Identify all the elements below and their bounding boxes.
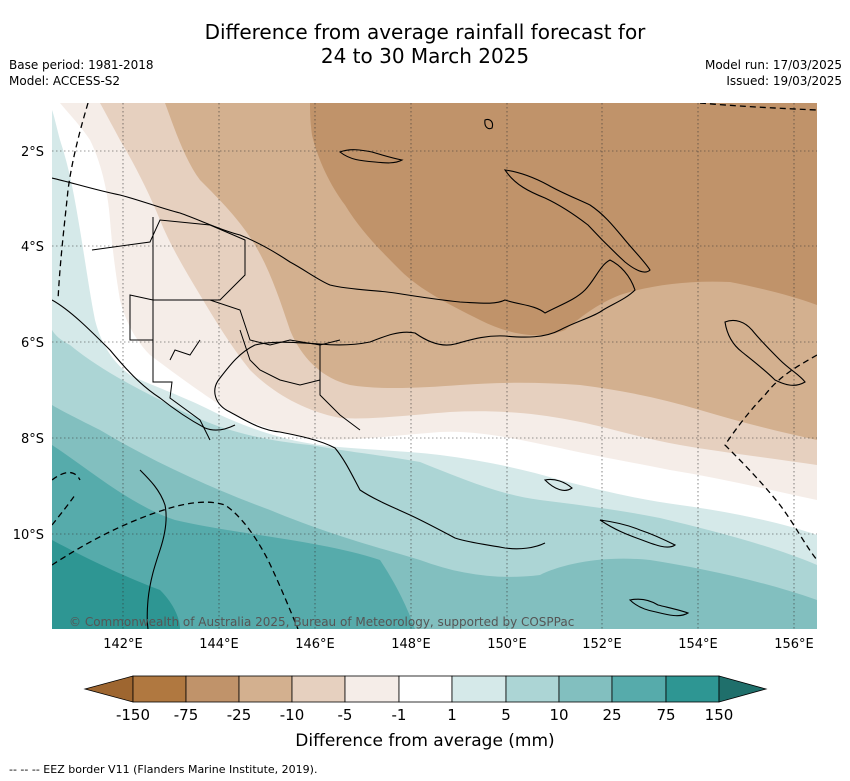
eez-line-south <box>52 501 299 629</box>
colorbar-tick-10: 10 <box>549 706 568 724</box>
eez-footnote: -- -- -- EEZ border V11 (Flanders Marine… <box>9 763 318 776</box>
band-p5-10 <box>52 103 817 600</box>
lon-label-146e: 146°E <box>295 637 335 652</box>
colorbar-tick-150: 150 <box>705 706 734 724</box>
lon-label-152e: 152°E <box>582 637 622 652</box>
band-p10-25 <box>52 103 817 629</box>
eez-line-west-sw <box>52 494 76 526</box>
colorbar-bin-neg5-neg1 <box>344 675 400 703</box>
colorbar-tick-neg10: -10 <box>280 706 305 724</box>
papua-south-coast <box>52 299 236 431</box>
lon-label-148e: 148°E <box>391 637 431 652</box>
province-border-4 <box>169 339 201 361</box>
cape-york-coastline <box>139 469 167 629</box>
new-britain-coastline <box>724 319 806 386</box>
colorbar-tick-neg1: -1 <box>392 706 407 724</box>
title-line-1: Difference from average rainfall forecas… <box>204 20 646 44</box>
colorbar-bin-neg10-neg5 <box>291 675 346 703</box>
map-frame <box>52 103 817 629</box>
lon-label-150e: 150°E <box>487 637 527 652</box>
copyright-text: © Commonwealth of Australia 2025, Bureau… <box>69 615 574 629</box>
colorbar-arrow-right <box>718 675 768 703</box>
lat-label-10s: 10°S <box>13 528 44 543</box>
lat-label-8s: 8°S <box>21 432 44 447</box>
band-neg5-neg1 <box>52 103 817 500</box>
colorbar <box>83 675 768 703</box>
manus-island-coastline <box>338 149 404 164</box>
longitude-labels: 142°E 144°E 146°E 148°E 150°E 152°E 154°… <box>103 637 814 652</box>
provincial-borders <box>91 217 361 441</box>
province-border-3 <box>175 299 341 346</box>
province-border-5 <box>239 329 321 386</box>
map-title: Difference from average rainfall forecas… <box>0 20 850 68</box>
lat-label-4s: 4°S <box>21 240 44 255</box>
eez-line-west <box>52 471 81 481</box>
province-border-1 <box>91 219 246 301</box>
colorbar-tick-75: 75 <box>656 706 675 724</box>
colorbar-bin-25-75 <box>611 675 667 703</box>
latitude-labels: 2°S 4°S 6°S 8°S 10°S <box>13 145 44 543</box>
meta-right: Model run: 17/03/2025 Issued: 19/03/2025 <box>705 57 842 89</box>
province-border-6 <box>319 345 361 431</box>
band-p1-5 <box>52 103 817 565</box>
colorbar-title: Difference from average (mm) <box>295 731 555 751</box>
title-line-2: 24 to 30 March 2025 <box>320 44 530 68</box>
dentrecasteaux-islands <box>543 478 573 491</box>
lon-label-154e: 154°E <box>678 637 718 652</box>
eez-line-east <box>724 354 817 561</box>
colorbar-tick-25: 25 <box>602 706 621 724</box>
gridlines <box>52 103 817 629</box>
colorbar-bin-neg150-neg75 <box>132 675 187 703</box>
colorbar-bin-5-10 <box>505 675 560 703</box>
colorbar-tick-1: 1 <box>447 706 457 724</box>
eez-line-west-north <box>57 103 89 301</box>
colorbar-tick-labels: -150 -75 -25 -10 -5 -1 1 5 10 25 75 150 <box>116 706 733 724</box>
new-guinea-coastline <box>52 177 636 550</box>
lat-label-2s: 2°S <box>21 145 44 160</box>
colorbar-tick-neg25: -25 <box>227 706 252 724</box>
colorbar-tick-5: 5 <box>501 706 511 724</box>
base-period-text: Base period: 1981-2018 <box>9 58 154 72</box>
rainfall-field <box>52 103 817 629</box>
eez-line-top-right <box>699 103 817 111</box>
province-border-2 <box>129 294 154 341</box>
colorbar-tick-neg75: -75 <box>174 706 199 724</box>
png-indonesia-border <box>152 217 211 441</box>
colorbar-arrow-left <box>83 675 134 703</box>
colorbar-bin-neg25-neg10 <box>238 675 293 703</box>
louisiade-islands <box>599 519 677 548</box>
colorbar-bin-10-25 <box>558 675 613 703</box>
lon-label-144e: 144°E <box>199 637 239 652</box>
meta-left: Base period: 1981-2018 Model: ACCESS-S2 <box>9 57 154 89</box>
lat-label-6s: 6°S <box>21 336 44 351</box>
model-run-text: Model run: 17/03/2025 <box>704 58 842 72</box>
band-neg1-1 <box>52 103 817 535</box>
colorbar-bin-1-5 <box>451 675 507 703</box>
lon-label-156e: 156°E <box>774 637 814 652</box>
band-p25-75 <box>52 445 415 629</box>
colorbar-bin-75-150 <box>665 675 720 703</box>
colorbar-bin-neg1-1 <box>398 675 453 703</box>
eez-borders <box>52 103 817 629</box>
issued-text: Issued: 19/03/2025 <box>726 74 842 88</box>
model-text: Model: ACCESS-S2 <box>9 74 121 88</box>
colorbar-tick-neg150: -150 <box>116 706 150 724</box>
band-neg10-neg5 <box>100 103 817 465</box>
new-ireland-coastline <box>503 169 651 273</box>
southeast-islets <box>628 598 690 617</box>
band-neg25-neg10 <box>165 103 817 440</box>
band-neg75-neg25 <box>310 103 817 336</box>
lon-label-142e: 142°E <box>103 637 143 652</box>
bougainville-coastline <box>484 118 494 130</box>
colorbar-tick-neg5: -5 <box>338 706 353 724</box>
coastlines <box>52 118 806 629</box>
band-p75-150 <box>52 540 180 629</box>
colorbar-bin-neg75-neg25 <box>185 675 240 703</box>
